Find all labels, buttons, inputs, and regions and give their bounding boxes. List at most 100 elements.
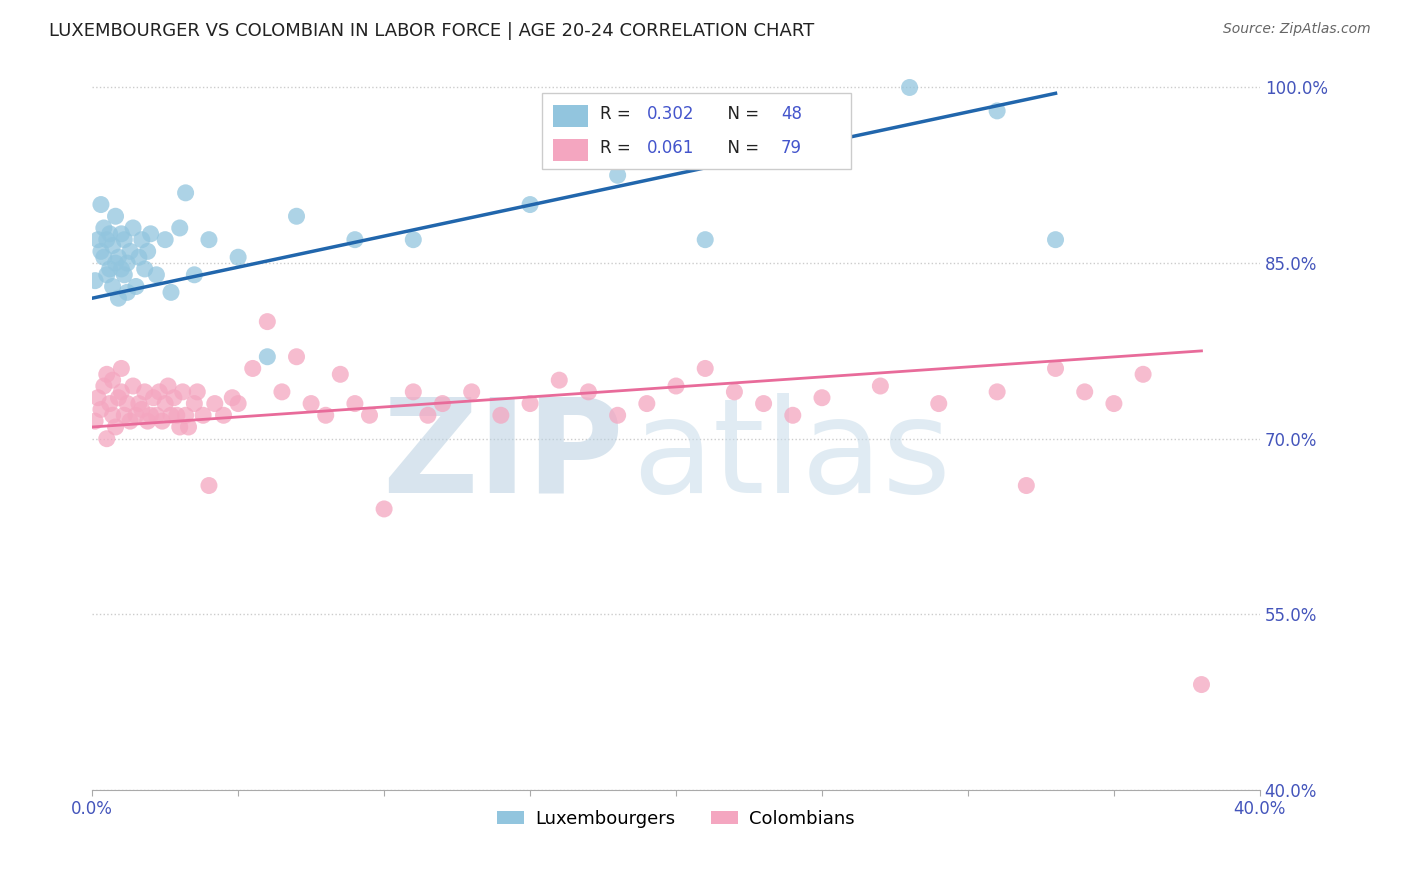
- Point: [226, 250, 249, 264]
- Point: [96, 432, 118, 446]
- Point: [169, 221, 191, 235]
- Point: [112, 409, 135, 423]
- Point: [101, 238, 124, 252]
- Point: [128, 250, 150, 264]
- Point: [101, 279, 124, 293]
- Point: [373, 502, 395, 516]
- Point: [204, 396, 226, 410]
- Point: [131, 402, 153, 417]
- Point: [665, 379, 688, 393]
- Point: [160, 285, 183, 300]
- Point: [186, 384, 208, 399]
- Point: [285, 209, 308, 223]
- Text: 79: 79: [782, 138, 801, 156]
- Point: [177, 420, 200, 434]
- Point: [148, 384, 170, 399]
- Point: [101, 373, 124, 387]
- Point: [315, 409, 337, 423]
- Text: N =: N =: [717, 138, 765, 156]
- Point: [150, 414, 173, 428]
- Point: [104, 256, 127, 270]
- Point: [548, 373, 571, 387]
- Point: [134, 384, 156, 399]
- Text: N =: N =: [717, 105, 765, 123]
- Point: [242, 361, 264, 376]
- Point: [110, 262, 132, 277]
- Point: [90, 197, 112, 211]
- Point: [183, 268, 205, 282]
- Point: [928, 396, 950, 410]
- Point: [107, 391, 129, 405]
- Point: [153, 396, 176, 410]
- Point: [120, 414, 142, 428]
- Point: [120, 244, 142, 259]
- Point: [125, 409, 148, 423]
- Point: [183, 396, 205, 410]
- Point: [198, 478, 221, 492]
- Point: [695, 233, 717, 247]
- Point: [256, 315, 278, 329]
- Point: [519, 197, 541, 211]
- Point: [329, 368, 352, 382]
- Point: [153, 233, 176, 247]
- Point: [96, 268, 118, 282]
- Point: [723, 384, 745, 399]
- Point: [402, 384, 425, 399]
- Text: 0.061: 0.061: [647, 138, 695, 156]
- Point: [96, 233, 118, 247]
- Point: [166, 409, 188, 423]
- Point: [115, 396, 138, 410]
- Text: 0.302: 0.302: [647, 105, 695, 123]
- Point: [489, 409, 512, 423]
- FancyBboxPatch shape: [541, 93, 851, 169]
- Point: [271, 384, 294, 399]
- FancyBboxPatch shape: [554, 105, 589, 128]
- Point: [98, 396, 121, 410]
- FancyBboxPatch shape: [554, 139, 589, 161]
- Point: [96, 368, 118, 382]
- Point: [174, 409, 197, 423]
- Point: [107, 250, 129, 264]
- Point: [299, 396, 322, 410]
- Point: [1073, 384, 1095, 399]
- Point: [163, 391, 186, 405]
- Point: [343, 233, 366, 247]
- Point: [157, 379, 180, 393]
- Point: [87, 391, 110, 405]
- Point: [93, 221, 115, 235]
- Point: [191, 409, 214, 423]
- Text: ZIP: ZIP: [382, 392, 623, 519]
- Point: [134, 262, 156, 277]
- Point: [122, 221, 145, 235]
- Point: [115, 256, 138, 270]
- Point: [432, 396, 454, 410]
- Point: [104, 420, 127, 434]
- Point: [145, 409, 167, 423]
- Point: [98, 262, 121, 277]
- Point: [128, 396, 150, 410]
- Text: atlas: atlas: [631, 392, 950, 519]
- Point: [198, 233, 221, 247]
- Point: [898, 80, 921, 95]
- Point: [84, 414, 107, 428]
- Point: [606, 409, 628, 423]
- Point: [606, 169, 628, 183]
- Point: [101, 409, 124, 423]
- Point: [112, 233, 135, 247]
- Point: [110, 384, 132, 399]
- Point: [90, 244, 112, 259]
- Point: [93, 379, 115, 393]
- Point: [359, 409, 381, 423]
- Text: R =: R =: [600, 105, 636, 123]
- Point: [142, 391, 165, 405]
- Point: [782, 409, 804, 423]
- Point: [115, 285, 138, 300]
- Point: [986, 384, 1008, 399]
- Point: [402, 233, 425, 247]
- Point: [174, 186, 197, 200]
- Text: R =: R =: [600, 138, 636, 156]
- Legend: Luxembourgers, Colombians: Luxembourgers, Colombians: [489, 803, 862, 835]
- Point: [226, 396, 249, 410]
- Point: [98, 227, 121, 241]
- Point: [1132, 368, 1154, 382]
